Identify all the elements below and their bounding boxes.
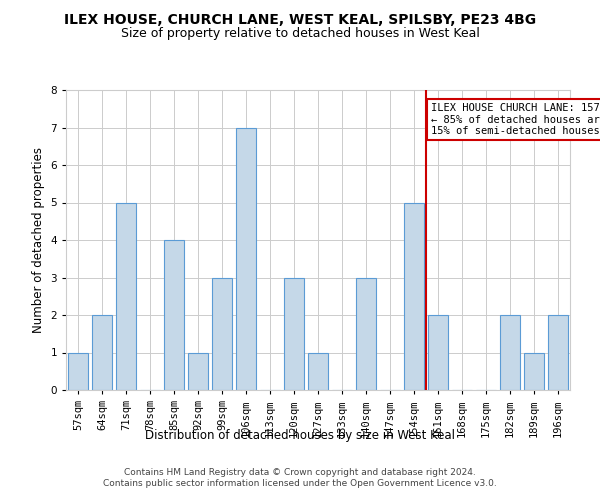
Text: Size of property relative to detached houses in West Keal: Size of property relative to detached ho… — [121, 28, 479, 40]
Text: ILEX HOUSE, CHURCH LANE, WEST KEAL, SPILSBY, PE23 4BG: ILEX HOUSE, CHURCH LANE, WEST KEAL, SPIL… — [64, 12, 536, 26]
Bar — [212, 278, 232, 390]
Y-axis label: Number of detached properties: Number of detached properties — [32, 147, 45, 333]
Bar — [500, 315, 520, 390]
Bar — [68, 352, 88, 390]
Bar — [356, 278, 376, 390]
Bar — [428, 315, 448, 390]
Bar — [524, 352, 544, 390]
Bar — [116, 202, 136, 390]
Text: ILEX HOUSE CHURCH LANE: 157sqm
← 85% of detached houses are smaller (34)
15% of : ILEX HOUSE CHURCH LANE: 157sqm ← 85% of … — [431, 103, 600, 136]
Bar — [164, 240, 184, 390]
Bar — [92, 315, 112, 390]
Bar — [188, 352, 208, 390]
Bar — [236, 128, 256, 390]
Bar — [284, 278, 304, 390]
Bar — [404, 202, 424, 390]
Bar — [308, 352, 328, 390]
Bar — [548, 315, 568, 390]
Text: Contains HM Land Registry data © Crown copyright and database right 2024.
Contai: Contains HM Land Registry data © Crown c… — [103, 468, 497, 487]
Text: Distribution of detached houses by size in West Keal: Distribution of detached houses by size … — [145, 428, 455, 442]
